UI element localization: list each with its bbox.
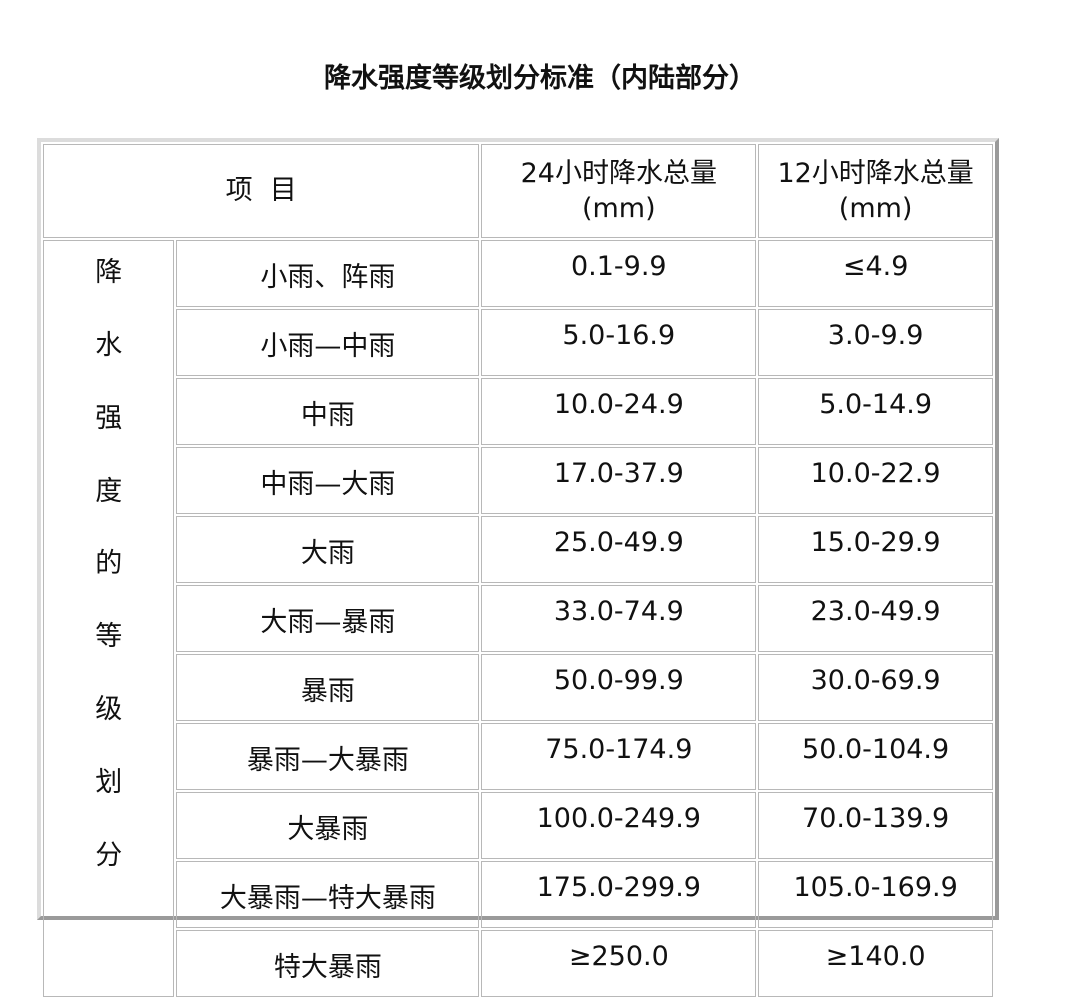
- value-12h: 30.0-69.9: [758, 654, 993, 721]
- rain-level-name: 暴雨—大暴雨: [176, 723, 480, 790]
- category-char: 的: [95, 548, 123, 580]
- value-12h: 23.0-49.9: [758, 585, 993, 652]
- rain-level-name: 大暴雨: [176, 792, 480, 859]
- value-24h: 5.0-16.9: [481, 309, 757, 376]
- header-row: 项 目 24小时降水总量 (mm) 12小时降水总量 (mm): [43, 144, 993, 238]
- table-row: 暴雨 50.0-99.9 30.0-69.9: [43, 654, 993, 721]
- page-title: 降水强度等级划分标准（内陆部分）: [324, 63, 756, 94]
- header-24h: 24小时降水总量 (mm): [481, 144, 757, 238]
- value-24h: 33.0-74.9: [481, 585, 757, 652]
- value-12h: 105.0-169.9: [758, 861, 993, 928]
- rain-level-name: 大雨—暴雨: [176, 585, 480, 652]
- category-char: 降: [95, 257, 123, 288]
- value-24h: ≥250.0: [481, 930, 757, 997]
- category-char: 等: [95, 621, 123, 653]
- value-12h: 10.0-22.9: [758, 447, 993, 514]
- value-12h: 5.0-14.9: [758, 378, 993, 445]
- rain-level-name: 中雨: [176, 378, 480, 445]
- precipitation-table-frame: 项 目 24小时降水总量 (mm) 12小时降水总量 (mm) 降水强度的等级划分小…: [37, 138, 999, 997]
- value-12h: 15.0-29.9: [758, 516, 993, 583]
- table-row: 特大暴雨 ≥250.0 ≥140.0: [43, 930, 993, 997]
- value-12h: 70.0-139.9: [758, 792, 993, 859]
- value-24h: 100.0-249.9: [481, 792, 757, 859]
- value-24h: 0.1-9.9: [481, 240, 757, 307]
- category-label: 降水强度的等级划分: [43, 240, 175, 997]
- category-char: 级: [95, 694, 123, 726]
- table-row: 中雨 10.0-24.9 5.0-14.9: [43, 378, 993, 445]
- value-12h: 50.0-104.9: [758, 723, 993, 790]
- value-24h: 75.0-174.9: [481, 723, 757, 790]
- table-row: 中雨—大雨 17.0-37.9 10.0-22.9: [43, 447, 993, 514]
- rain-level-name: 小雨—中雨: [176, 309, 480, 376]
- header-item: 项 目: [43, 144, 480, 238]
- precipitation-table: 项 目 24小时降水总量 (mm) 12小时降水总量 (mm) 降水强度的等级划分小…: [41, 142, 995, 999]
- value-24h: 175.0-299.9: [481, 861, 757, 928]
- value-24h: 17.0-37.9: [481, 447, 757, 514]
- rain-level-name: 大雨: [176, 516, 480, 583]
- table-row: 降水强度的等级划分小雨、阵雨 0.1-9.9 ≤4.9: [43, 240, 993, 997]
- table-row: 大雨 25.0-49.9 15.0-29.9: [43, 516, 993, 583]
- value-12h: ≥140.0: [758, 930, 993, 997]
- rain-level-name: 小雨、阵雨: [176, 240, 480, 307]
- value-24h: 50.0-99.9: [481, 654, 757, 721]
- rain-level-name: 大暴雨—特大暴雨: [176, 861, 480, 928]
- category-char: 划: [95, 767, 123, 799]
- category-char: 度: [95, 475, 123, 507]
- category-char: 分: [95, 839, 123, 871]
- value-24h: 25.0-49.9: [481, 516, 757, 583]
- rain-level-name: 暴雨: [176, 654, 480, 721]
- table-row: 大暴雨 100.0-249.9 70.0-139.9: [43, 792, 993, 859]
- table-row: 小雨—中雨 5.0-16.9 3.0-9.9: [43, 309, 993, 376]
- value-12h: 3.0-9.9: [758, 309, 993, 376]
- category-char: 水: [95, 329, 123, 361]
- category-char: 强: [95, 402, 123, 434]
- rain-level-name: 特大暴雨: [176, 930, 480, 997]
- table-row: 大暴雨—特大暴雨 175.0-299.9 105.0-169.9: [43, 861, 993, 928]
- value-12h: ≤4.9: [758, 240, 993, 307]
- table-row: 暴雨—大暴雨 75.0-174.9 50.0-104.9: [43, 723, 993, 790]
- table-row: 大雨—暴雨 33.0-74.9 23.0-49.9: [43, 585, 993, 652]
- rain-level-name: 中雨—大雨: [176, 447, 480, 514]
- value-24h: 10.0-24.9: [481, 378, 757, 445]
- header-12h: 12小时降水总量 (mm): [758, 144, 993, 238]
